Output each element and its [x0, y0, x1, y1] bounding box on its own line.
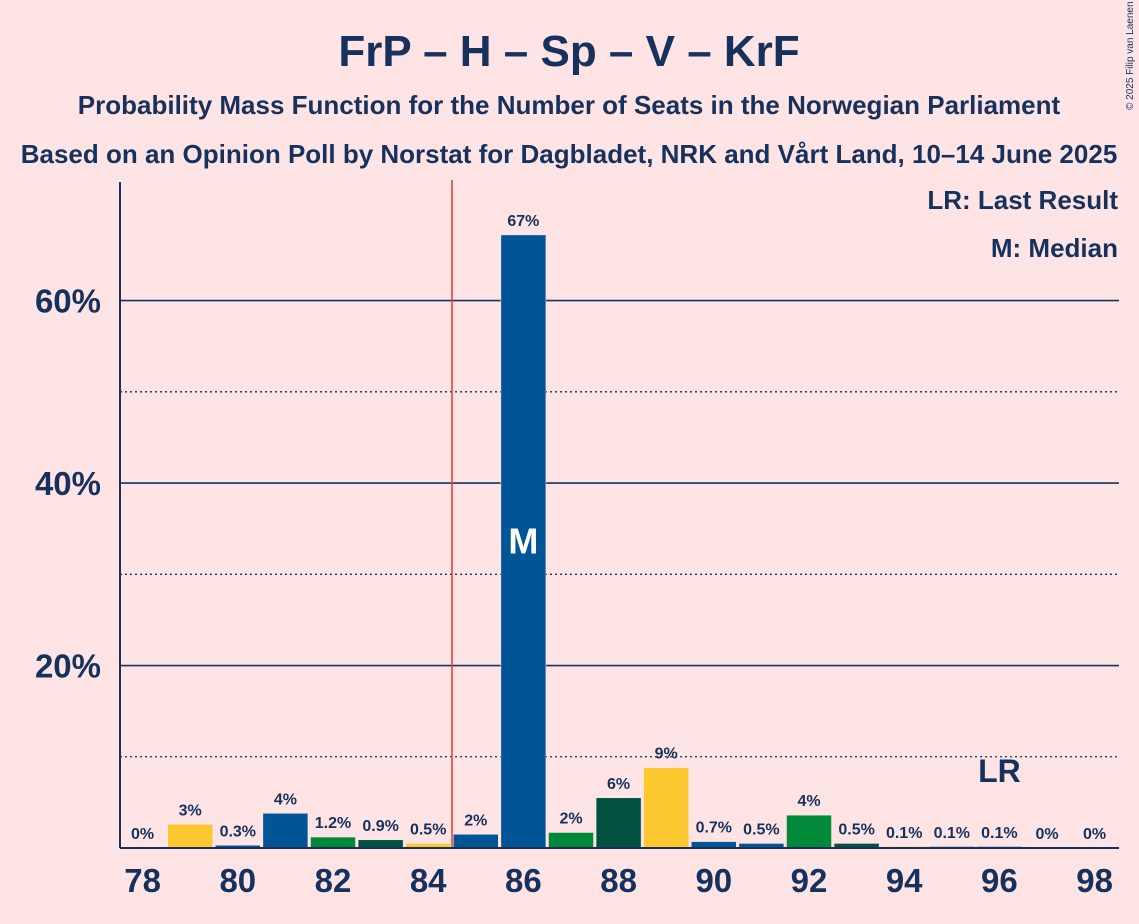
x-tick-label: 92: [791, 862, 828, 899]
data-label-96: 0.1%: [981, 825, 1017, 842]
bar-88: [595, 797, 642, 849]
data-label-81: 4%: [274, 791, 297, 808]
data-label-95: 0.1%: [934, 825, 970, 842]
data-label-87: 2%: [559, 810, 582, 827]
data-label-86: 67%: [507, 213, 539, 230]
data-labels: 0% 3% 0.3% 4% 1.2% 0.9% 0.5% 2% 67% 2% 6% 9% 0.7% 0.5…: [131, 213, 1106, 843]
data-label-94: 0.1%: [886, 825, 922, 842]
x-tick-label: 98: [1076, 862, 1113, 899]
bar-82: [310, 836, 356, 849]
data-label-97: 0%: [1035, 826, 1058, 843]
x-tick-label: 94: [886, 862, 923, 899]
x-tick-label: 84: [410, 862, 447, 899]
x-tick-label: 96: [981, 862, 1018, 899]
data-label-93: 0.5%: [838, 821, 874, 838]
legend-last-result: LR: Last Result: [927, 185, 1118, 215]
data-label-79: 3%: [179, 802, 202, 819]
y-axis-ticks: 20% 40% 60%: [35, 283, 101, 685]
bar-79: [167, 824, 213, 849]
bar-series: [167, 234, 1023, 849]
data-label-83: 0.9%: [362, 818, 398, 835]
x-tick-label: 86: [505, 862, 542, 899]
data-label-80: 0.3%: [220, 823, 256, 840]
data-label-91: 0.5%: [743, 821, 779, 838]
last-result-marker: LR: [978, 753, 1021, 789]
data-label-89: 9%: [655, 746, 678, 763]
data-label-98: 0%: [1083, 826, 1106, 843]
x-axis-ticks: 78 80 82 84 86 88 90 92 94 96 98: [124, 862, 1113, 899]
chart-title: FrP – H – Sp – V – KrF: [338, 27, 799, 76]
y-tick-label: 60%: [35, 283, 101, 320]
median-marker: M: [508, 520, 538, 561]
data-label-78: 0%: [131, 826, 154, 843]
data-label-82: 1.2%: [315, 815, 351, 832]
chart-source: Based on an Opinion Poll by Norstat for …: [21, 139, 1118, 169]
data-label-85: 2%: [464, 812, 487, 829]
x-tick-label: 78: [124, 862, 161, 899]
x-tick-label: 90: [695, 862, 732, 899]
chart-markers: M LR: [451, 180, 1021, 848]
y-tick-label: 20%: [35, 648, 101, 685]
data-label-90: 0.7%: [696, 820, 732, 837]
bar-87: [548, 832, 594, 849]
gridlines: [120, 299, 1119, 758]
x-tick-label: 80: [219, 862, 256, 899]
bar-89: [643, 767, 689, 849]
bar-92: [786, 814, 832, 849]
y-tick-label: 40%: [35, 465, 101, 502]
x-tick-label: 82: [315, 862, 352, 899]
copyright-notice: © 2025 Filip van Laenen: [1125, 1, 1136, 110]
legend-median: M: Median: [991, 233, 1118, 263]
bar-85: [453, 834, 499, 849]
data-label-88: 6%: [607, 776, 630, 793]
data-label-92: 4%: [797, 793, 820, 810]
bar-83: [357, 839, 404, 849]
chart-subtitle: Probability Mass Function for the Number…: [78, 90, 1061, 120]
data-label-84: 0.5%: [410, 821, 446, 838]
x-tick-label: 88: [600, 862, 637, 899]
bar-81: [262, 813, 309, 849]
bar-86: [500, 234, 547, 849]
